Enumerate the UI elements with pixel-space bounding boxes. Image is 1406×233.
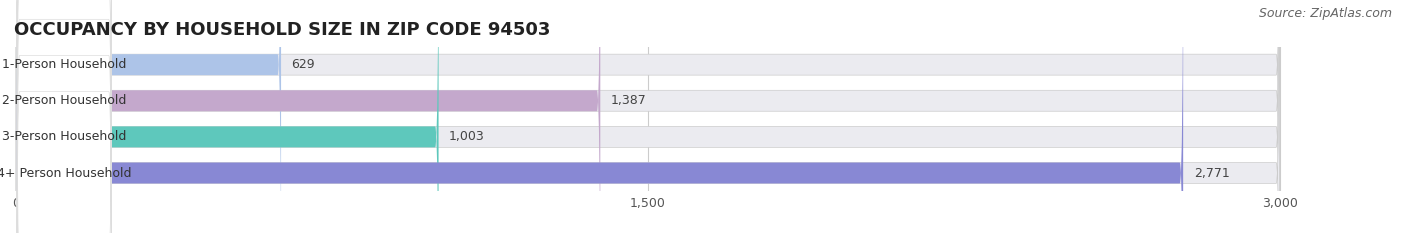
FancyBboxPatch shape [15, 0, 1279, 233]
FancyBboxPatch shape [15, 0, 1279, 233]
Text: OCCUPANCY BY HOUSEHOLD SIZE IN ZIP CODE 94503: OCCUPANCY BY HOUSEHOLD SIZE IN ZIP CODE … [14, 21, 550, 39]
Text: 1,387: 1,387 [610, 94, 647, 107]
Text: 629: 629 [291, 58, 315, 71]
FancyBboxPatch shape [15, 0, 1279, 233]
Text: 2-Person Household: 2-Person Household [1, 94, 127, 107]
Text: 1-Person Household: 1-Person Household [1, 58, 127, 71]
Text: 1,003: 1,003 [449, 130, 485, 143]
FancyBboxPatch shape [17, 38, 111, 233]
Text: 4+ Person Household: 4+ Person Household [0, 167, 131, 179]
Text: Source: ZipAtlas.com: Source: ZipAtlas.com [1258, 7, 1392, 20]
FancyBboxPatch shape [15, 0, 439, 233]
Text: 3-Person Household: 3-Person Household [1, 130, 127, 143]
FancyBboxPatch shape [15, 0, 600, 233]
FancyBboxPatch shape [17, 0, 111, 200]
FancyBboxPatch shape [17, 0, 111, 233]
Text: 2,771: 2,771 [1194, 167, 1229, 179]
FancyBboxPatch shape [15, 0, 1279, 233]
FancyBboxPatch shape [17, 2, 111, 233]
FancyBboxPatch shape [15, 0, 1184, 233]
FancyBboxPatch shape [15, 0, 281, 233]
